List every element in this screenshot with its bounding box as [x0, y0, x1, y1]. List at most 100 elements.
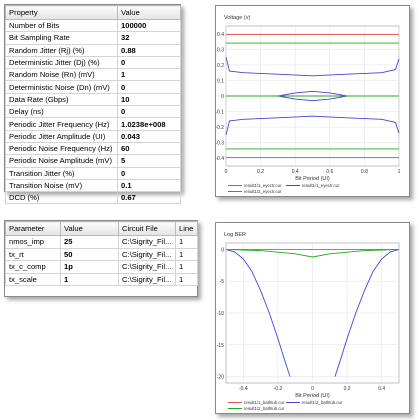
blue-series-line [277, 95, 348, 102]
parameter-table: Parameter Value Circuit File Line nmos_i… [5, 221, 198, 286]
property-cell[interactable]: Delay (ns) [5, 105, 118, 119]
property-row[interactable]: Periodic Jitter Frequency (Hz) 1.0238e+00… [5, 117, 181, 131]
y-tick-label: 0.1 [217, 78, 224, 84]
property-cell[interactable]: DCD (%) [5, 191, 118, 205]
parameter-row[interactable]: tx_scale 1 C:\Sigrity_Fil... 1 [5, 272, 198, 286]
x-tick-label: -0.2 [274, 386, 283, 392]
x-tick-label: 0.2 [257, 169, 264, 175]
property-row[interactable]: Transition Noise (mV) 0.1 [5, 178, 181, 193]
property-cell[interactable]: Number of Bits [5, 18, 118, 33]
parameter-cell[interactable]: 1 [175, 247, 198, 261]
parameter-row[interactable]: nmos_imp 25 C:\Sigrity_Fil... 1 [5, 235, 198, 249]
legend-entry: result1\1_eyectr.cur [302, 183, 340, 188]
legend-entry: result1\1_bathtub.cur [244, 400, 285, 405]
property-row[interactable]: Bit Sampling Rate 32 [5, 31, 181, 45]
parameter-cell[interactable]: tx_rt [5, 247, 61, 261]
property-cell[interactable]: 1 [117, 68, 181, 82]
blue-series-line [225, 56, 400, 77]
x-tick-label: 0.4 [292, 169, 299, 175]
parameter-cell[interactable]: C:\Sigrity_Fil... [118, 260, 176, 274]
x-axis-label: Bit Period (UI) [295, 393, 330, 399]
legend-entry: result1\2_eyectr.cur [244, 189, 282, 194]
property-cell[interactable]: Periodic Noise Frequency (Hz) [5, 141, 118, 156]
property-row[interactable]: Random Noise (Rn) (mV) 1 [5, 68, 181, 82]
property-cell[interactable]: Periodic Jitter Amplitude (UI) [5, 129, 118, 143]
x-axis-label: Bit Period (UI) [295, 176, 330, 182]
property-row[interactable]: Data Rate (Gbps) 10 [5, 92, 181, 107]
parameter-cell[interactable]: 1 [175, 235, 198, 249]
property-cell[interactable]: 0 [117, 166, 181, 180]
parameter-column-header[interactable]: Parameter [5, 221, 61, 236]
property-cell[interactable]: Deterministic Jitter (Dj) (%) [5, 55, 118, 70]
property-cell[interactable]: Random Noise (Rn) (mV) [5, 68, 118, 82]
parameter-cell[interactable]: nmos_imp [5, 235, 61, 249]
property-cell[interactable]: Transition Jitter (%) [5, 166, 118, 180]
legend-entry: result1\2_bathtub.cur [244, 406, 285, 411]
property-cell[interactable]: Periodic Noise Amplitude (mV) [5, 154, 118, 168]
property-column-header[interactable]: Property [5, 5, 118, 20]
parameter-cell[interactable]: 1 [175, 260, 198, 274]
property-row[interactable]: Number of Bits 100000 [5, 18, 181, 33]
property-cell[interactable]: 5 [117, 154, 181, 168]
parameter-cell[interactable]: 1p [60, 260, 119, 274]
y-tick-label: -5 [220, 279, 225, 285]
property-cell[interactable]: Periodic Jitter Frequency (Hz) [5, 117, 118, 131]
parameter-cell[interactable]: tx_c_comp [5, 260, 61, 274]
parameter-cell[interactable]: 1 [60, 272, 119, 286]
property-row[interactable]: Periodic Noise Amplitude (mV) 5 [5, 154, 181, 168]
property-table-header: Property Value [5, 5, 181, 20]
property-cell[interactable]: Bit Sampling Rate [5, 31, 118, 45]
property-cell[interactable]: Deterministic Noise (Dn) (mV) [5, 80, 118, 94]
property-cell[interactable]: 0.67 [117, 191, 181, 205]
property-cell[interactable]: 1.0238e+008 [117, 117, 181, 131]
parameter-cell[interactable]: 1 [175, 272, 198, 286]
property-cell[interactable]: 10 [117, 92, 181, 107]
property-cell[interactable]: 0 [117, 55, 181, 70]
property-cell[interactable]: Random Jitter (Rj) (%) [5, 43, 118, 57]
property-row[interactable]: Transition Jitter (%) 0 [5, 166, 181, 180]
x-tick-label: 0.8 [361, 169, 368, 175]
x-tick-label: 0.6 [326, 169, 333, 175]
property-cell[interactable]: 60 [117, 141, 181, 156]
property-cell[interactable]: Transition Noise (mV) [5, 178, 118, 193]
y-axis-label: Log BER [224, 232, 246, 238]
property-cell[interactable]: 100000 [117, 18, 181, 33]
parameter-cell[interactable]: 50 [60, 247, 119, 261]
y-tick-label: -20 [217, 375, 224, 381]
eye-diagram-chart-panel: Voltage (v) 0.4 0.3 0.2 0.1 0 -0.1 -0.2 -0.3 -0.4… [215, 5, 410, 197]
y-tick-label: 0 [221, 94, 224, 100]
property-cell[interactable]: Data Rate (Gbps) [5, 92, 118, 107]
circuit-file-column-header[interactable]: Circuit File [118, 221, 176, 236]
property-cell[interactable]: 0 [117, 105, 181, 119]
property-row[interactable]: Periodic Noise Frequency (Hz) 60 [5, 141, 181, 156]
line-column-header[interactable]: Line [175, 221, 198, 236]
parameter-cell[interactable]: C:\Sigrity_Fil... [118, 272, 176, 286]
y-tick-label: -10 [217, 311, 224, 317]
property-row[interactable]: Periodic Jitter Amplitude (UI) 0.043 [5, 129, 181, 143]
property-row[interactable]: Random Jitter (Rj) (%) 0.88 [5, 43, 181, 57]
property-row[interactable]: DCD (%) 0.67 [5, 191, 181, 205]
parameter-row[interactable]: tx_c_comp 1p C:\Sigrity_Fil... 1 [5, 260, 198, 274]
property-cell[interactable]: 0 [117, 80, 181, 94]
parameter-cell[interactable]: 25 [60, 235, 119, 249]
x-tick-label: 0 [311, 386, 314, 392]
y-tick-label: -15 [217, 343, 224, 349]
value-column-header[interactable]: Value [60, 221, 119, 236]
parameter-cell[interactable]: C:\Sigrity_Fil... [118, 235, 176, 249]
property-table: Property Value Number of Bits 100000 Bit S… [5, 5, 181, 205]
property-row[interactable]: Deterministic Jitter (Dj) (%) 0 [5, 55, 181, 70]
property-cell[interactable]: 0.1 [117, 178, 181, 193]
parameter-cell[interactable]: C:\Sigrity_Fil... [118, 247, 176, 261]
property-cell[interactable]: 0.88 [117, 43, 181, 57]
parameter-row[interactable]: tx_rt 50 C:\Sigrity_Fil... 1 [5, 247, 198, 261]
legend-entry: result1\1_eyectr.cur [244, 183, 282, 188]
property-row[interactable]: Deterministic Noise (Dn) (mV) 0 [5, 80, 181, 94]
value-column-header[interactable]: Value [117, 5, 181, 20]
y-tick-label: -0.3 [216, 141, 224, 147]
property-row[interactable]: Delay (ns) 0 [5, 105, 181, 119]
property-cell[interactable]: 32 [117, 31, 181, 45]
y-tick-label: -0.2 [216, 125, 224, 131]
blue-series-line [334, 248, 400, 377]
property-cell[interactable]: 0.043 [117, 129, 181, 143]
parameter-cell[interactable]: tx_scale [5, 272, 61, 286]
